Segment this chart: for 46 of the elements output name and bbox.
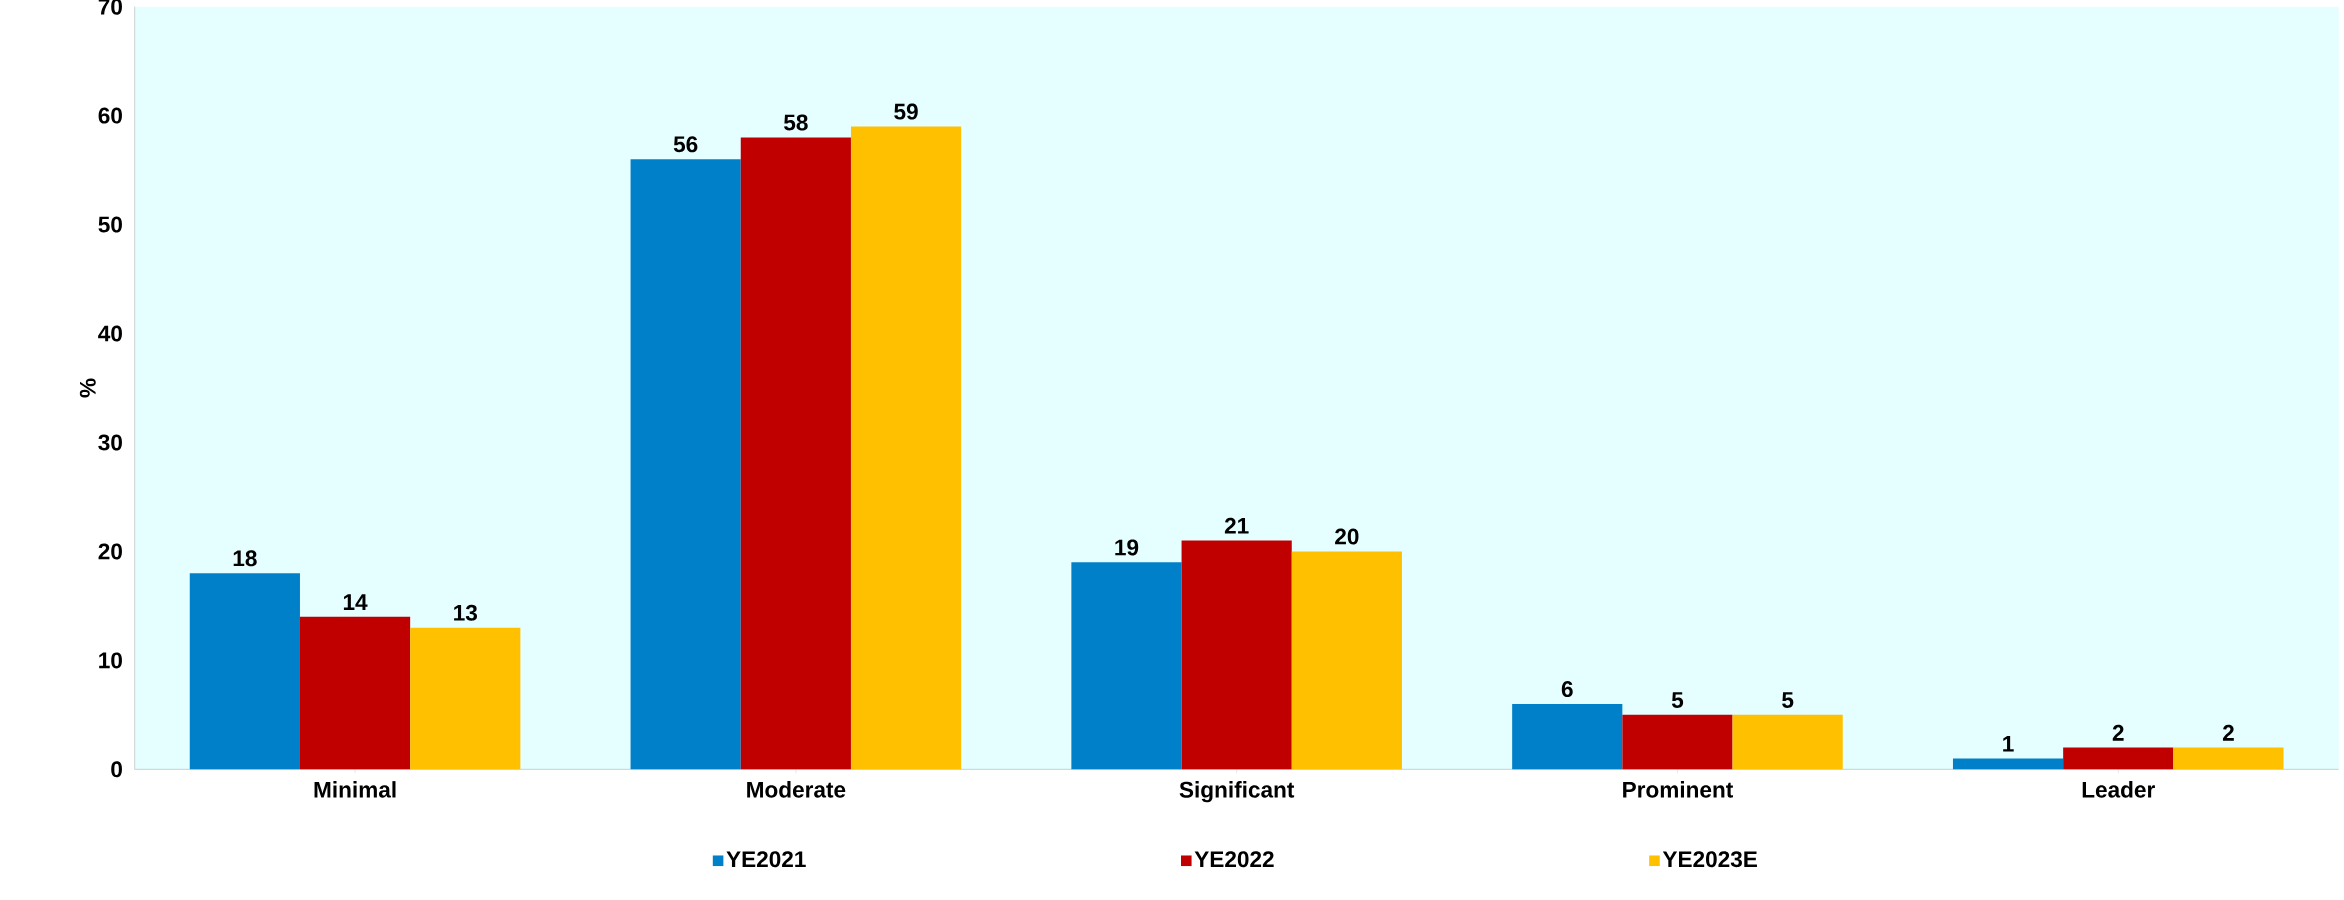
bar [740, 137, 851, 770]
x-tick-label: Prominent [1623, 781, 1734, 798]
data-label: 14 [343, 594, 368, 610]
data-label: 58 [783, 114, 808, 131]
bar [1071, 562, 1182, 770]
legend-label: YE2023E [1662, 851, 1757, 868]
data-label: 5 [1671, 692, 1684, 708]
y-tick-label: 10 [99, 652, 122, 669]
data-label: 19 [1115, 539, 1139, 556]
data-label: 13 [454, 604, 478, 621]
data-label: 2 [2222, 724, 2234, 741]
y-tick-label: 50 [98, 216, 122, 233]
data-label: 1 [2003, 735, 2014, 752]
bar [2063, 747, 2174, 770]
x-tick-label: Minimal [314, 781, 396, 798]
bar [1512, 703, 1623, 770]
y-tick-label: 40 [98, 325, 122, 342]
y-axis-title: % [79, 378, 96, 398]
bar [1952, 758, 2064, 770]
data-label: 5 [1782, 692, 1794, 708]
legend-label: YE2022 [1194, 851, 1274, 868]
data-label: 59 [894, 103, 918, 120]
bar [850, 126, 962, 770]
data-label: 56 [673, 136, 698, 153]
data-label: 18 [233, 550, 257, 567]
x-tick-label: Leader [2082, 781, 2155, 798]
bar [189, 573, 300, 770]
legend-label: YE2021 [726, 851, 806, 868]
bar [299, 616, 411, 770]
y-tick-label: 0 [111, 761, 122, 778]
data-label: 21 [1224, 517, 1249, 534]
y-tick-label: 20 [98, 543, 122, 560]
bar [630, 159, 741, 770]
data-label: 6 [1561, 681, 1573, 698]
data-label: 2 [2112, 724, 2124, 741]
bar [410, 627, 521, 770]
y-tick-label: 60 [98, 107, 122, 124]
y-tick-label: 30 [98, 434, 122, 451]
x-tick-label: Moderate [747, 781, 846, 798]
bar [2173, 747, 2284, 770]
bar [1732, 714, 1843, 770]
x-tick-label: Significant [1179, 781, 1295, 803]
bar [1622, 714, 1733, 770]
bar [1181, 540, 1292, 770]
data-label: 20 [1335, 528, 1359, 545]
bar [1291, 551, 1402, 770]
